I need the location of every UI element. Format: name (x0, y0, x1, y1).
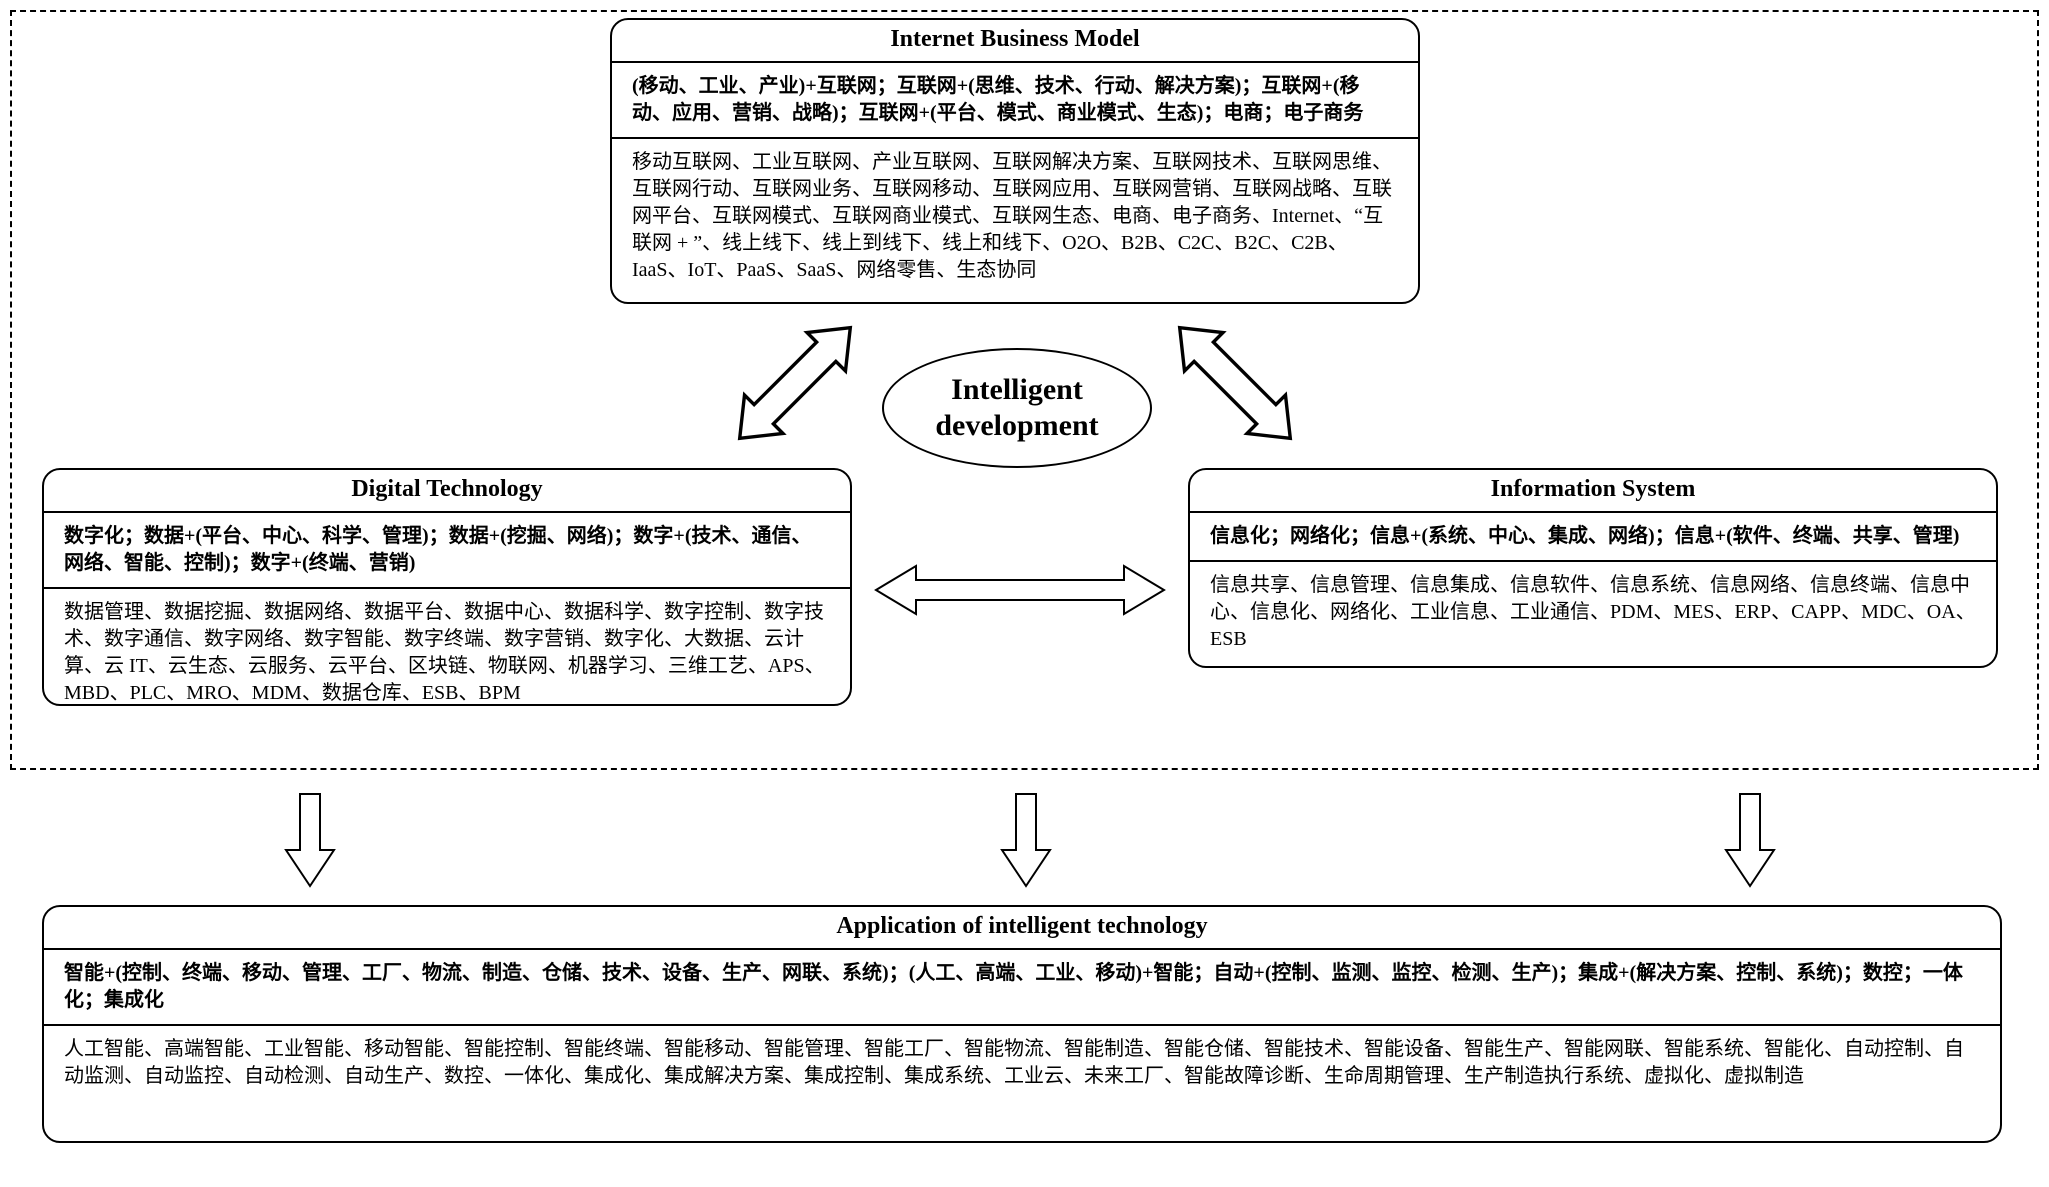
arrow-down-1 (280, 790, 340, 890)
box-section1: 信息化；网络化；信息+(系统、中心、集成、网络)；信息+(软件、终端、共享、管理… (1190, 513, 1996, 562)
arrow-top-left-clean (710, 298, 880, 468)
box-section2: 人工智能、高端智能、工业智能、移动智能、智能控制、智能终端、智能移动、智能管理、… (44, 1026, 2000, 1100)
box-section1: (移动、工业、产业)+互联网；互联网+(思维、技术、行动、解决方案)；互联网+(… (612, 63, 1418, 139)
box-application: Application of intelligent technology 智能… (42, 905, 2002, 1143)
center-label: Intelligent development (935, 372, 1098, 444)
box-title: Digital Technology (44, 470, 850, 513)
box-digital-technology: Digital Technology 数字化；数据+(平台、中心、科学、管理)；… (42, 468, 852, 706)
center-oval: Intelligent development (882, 348, 1152, 468)
box-title: Internet Business Model (612, 20, 1418, 63)
box-section2: 移动互联网、工业互联网、产业互联网、互联网解决方案、互联网技术、互联网思维、互联… (612, 139, 1418, 294)
box-internet-business-model: Internet Business Model (移动、工业、产业)+互联网；互… (610, 18, 1420, 304)
box-title: Application of intelligent technology (44, 907, 2000, 950)
arrow-top-right (1150, 298, 1320, 468)
arrow-left-right (870, 560, 1170, 620)
box-section1: 数字化；数据+(平台、中心、科学、管理)；数据+(挖掘、网络)；数字+(技术、通… (44, 513, 850, 589)
box-section1: 智能+(控制、终端、移动、管理、工厂、物流、制造、仓储、技术、设备、生产、网联、… (44, 950, 2000, 1026)
box-information-system: Information System 信息化；网络化；信息+(系统、中心、集成、… (1188, 468, 1998, 668)
box-section2: 信息共享、信息管理、信息集成、信息软件、信息系统、信息网络、信息终端、信息中心、… (1190, 562, 1996, 663)
box-title: Information System (1190, 470, 1996, 513)
arrow-down-2 (996, 790, 1056, 890)
box-section2: 数据管理、数据挖掘、数据网络、数据平台、数据中心、数据科学、数字控制、数字技术、… (44, 589, 850, 706)
arrow-down-3 (1720, 790, 1780, 890)
